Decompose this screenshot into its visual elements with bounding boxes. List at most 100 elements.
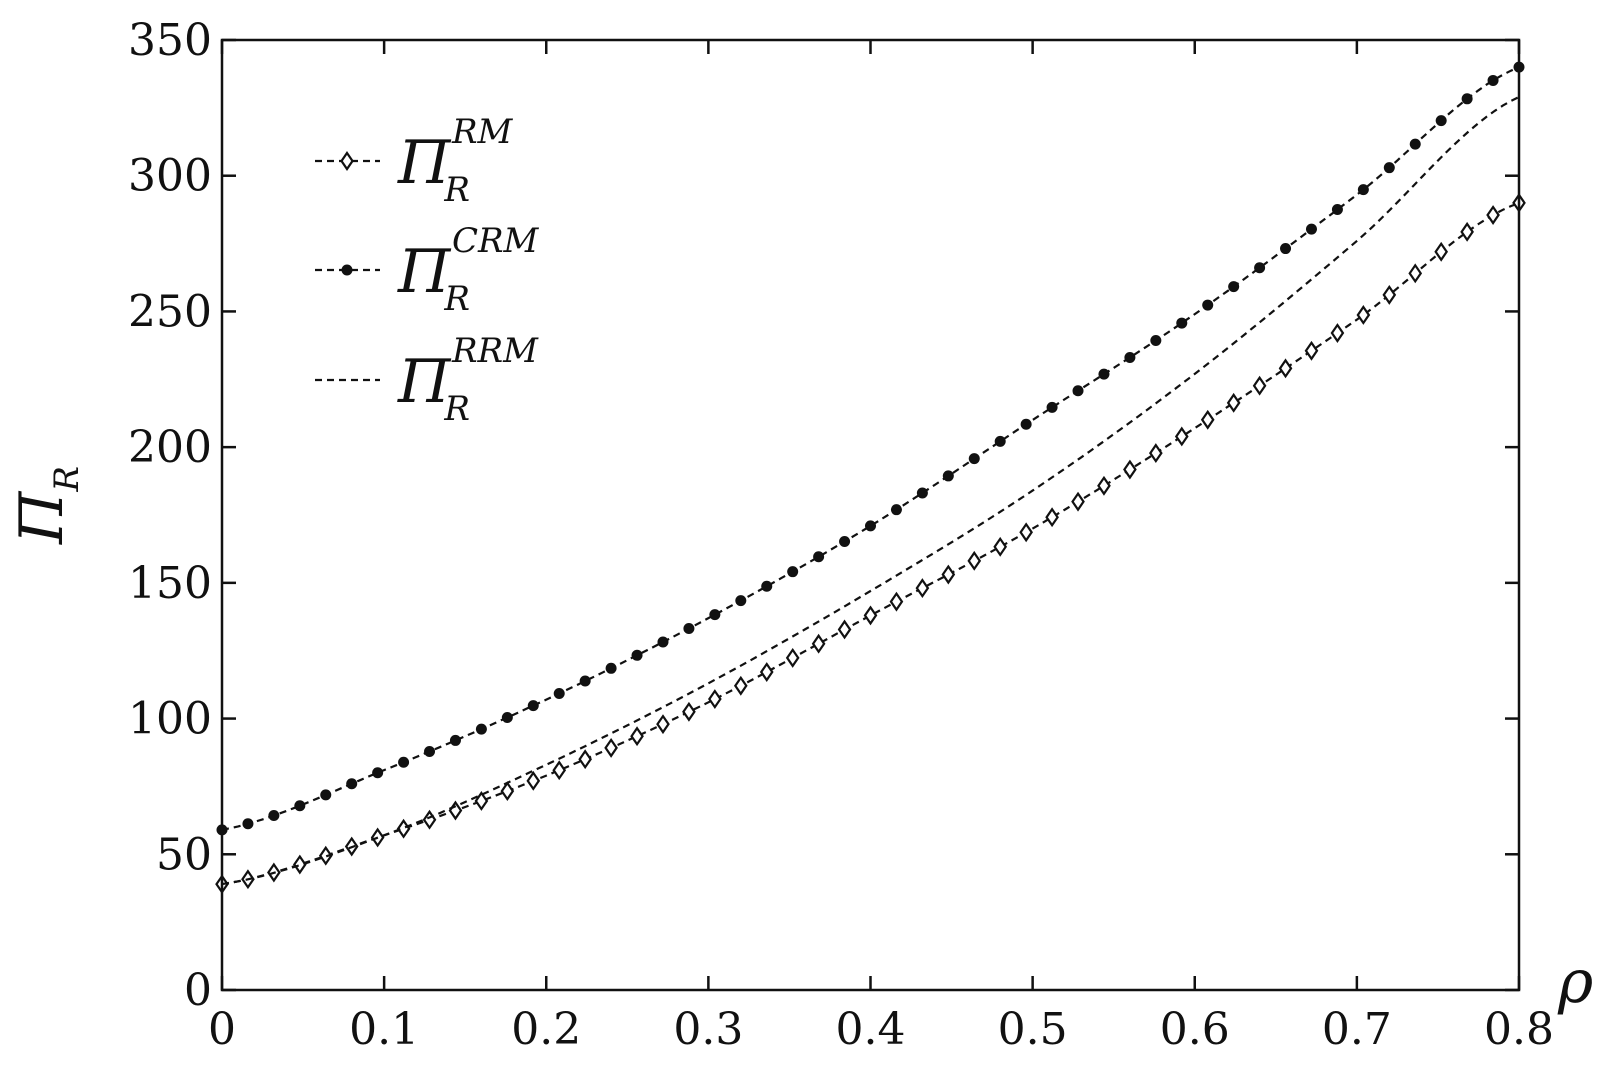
legend-label: ΠRCRM xyxy=(397,221,540,319)
x-tick-label: 0 xyxy=(208,1004,236,1055)
data-point-dot xyxy=(1357,184,1369,196)
data-point-diamond xyxy=(1226,392,1241,413)
data-point-dot xyxy=(1435,115,1447,127)
data-point-diamond xyxy=(1097,475,1111,496)
data-point-diamond xyxy=(1252,375,1267,396)
data-point-dot xyxy=(294,800,306,812)
y-tick-label: 300 xyxy=(128,151,212,202)
data-point-diamond xyxy=(448,800,463,821)
data-point-diamond xyxy=(733,675,748,696)
data-point-diamond xyxy=(1123,459,1137,480)
legend-label: ΠRRM xyxy=(397,112,514,210)
y-tick-label: 50 xyxy=(156,829,212,880)
x-tick-label: 0.2 xyxy=(511,1004,581,1055)
x-tick-label: 0.8 xyxy=(1484,1004,1554,1055)
y-tick-label: 200 xyxy=(128,422,212,473)
data-point-dot xyxy=(1487,74,1499,86)
data-point-diamond xyxy=(1200,409,1215,430)
data-point-diamond xyxy=(863,605,878,626)
data-point-dot xyxy=(1409,138,1421,150)
data-point-diamond xyxy=(1486,205,1500,225)
data-point-dot xyxy=(942,470,954,482)
legend-item: ΠRRM xyxy=(315,112,514,210)
data-point-diamond xyxy=(759,662,774,682)
x-tick-label: 0.1 xyxy=(349,1004,419,1055)
data-point-dot xyxy=(865,520,876,532)
data-point-diamond xyxy=(422,809,437,830)
data-point-diamond xyxy=(1356,305,1371,325)
data-point-diamond xyxy=(785,647,800,668)
data-point-dot xyxy=(994,435,1006,447)
data-point-dot xyxy=(1046,401,1058,413)
data-point-diamond xyxy=(1071,491,1085,512)
data-point-diamond xyxy=(1149,443,1163,464)
data-point-diamond xyxy=(474,791,489,811)
series-rm xyxy=(215,192,1526,895)
data-point-dot xyxy=(1305,223,1317,235)
data-point-dot xyxy=(761,580,773,592)
data-point-dot xyxy=(605,662,617,674)
x-axis-label: ρ xyxy=(1557,947,1593,1017)
series-crm xyxy=(216,61,1525,836)
y-tick-label: 350 xyxy=(128,15,212,66)
data-point-dot xyxy=(579,675,591,687)
y-tick-label: 250 xyxy=(128,286,212,337)
data-point-dot xyxy=(527,700,539,712)
plot-marks xyxy=(215,61,1526,895)
data-point-diamond xyxy=(1434,241,1449,262)
data-point-diamond xyxy=(604,737,618,758)
legend: ΠRRM ΠRCRM ΠRRRM xyxy=(315,112,540,429)
data-point-dot xyxy=(1176,317,1188,329)
data-point-dot xyxy=(475,723,487,735)
data-point-dot xyxy=(709,609,721,621)
legend-label: ΠRRRM xyxy=(397,331,539,429)
series-line xyxy=(221,96,1520,886)
data-point-diamond xyxy=(1174,426,1189,447)
data-point-diamond xyxy=(630,726,644,747)
data-point-dot xyxy=(916,487,928,499)
data-point-dot xyxy=(449,734,461,746)
data-point-diamond xyxy=(318,845,333,866)
data-point-dot xyxy=(1124,351,1136,363)
series-line xyxy=(221,66,1520,831)
data-point-diamond xyxy=(1019,522,1033,543)
legend-item: ΠRRRM xyxy=(315,331,539,429)
data-point-dot xyxy=(553,687,565,699)
data-point-dot xyxy=(320,789,332,801)
data-point-diamond xyxy=(967,550,982,571)
y-tick-label: 150 xyxy=(128,558,212,609)
data-point-dot xyxy=(1280,243,1292,255)
data-point-dot xyxy=(501,711,513,723)
x-tick-label: 0.3 xyxy=(673,1004,743,1055)
x-tick-label: 0.4 xyxy=(836,1004,906,1055)
data-point-diamond xyxy=(811,633,826,654)
data-point-dot xyxy=(398,756,410,768)
data-point-dot xyxy=(1228,281,1240,293)
data-point-dot xyxy=(1098,368,1110,380)
data-point-diamond xyxy=(1408,263,1423,284)
data-point-diamond xyxy=(1045,507,1059,528)
data-point-diamond xyxy=(889,591,904,612)
data-point-dot xyxy=(372,767,384,779)
x-tick-label: 0.6 xyxy=(1160,1004,1230,1055)
data-point-dot xyxy=(1072,385,1084,397)
data-point-dot xyxy=(1202,299,1214,311)
data-point-diamond xyxy=(656,714,670,735)
data-point-diamond xyxy=(837,619,852,640)
data-point-dot xyxy=(1461,93,1473,105)
data-point-dot xyxy=(1150,334,1162,346)
data-point-dot xyxy=(813,551,825,563)
data-point-diamond xyxy=(915,578,930,599)
data-point-diamond xyxy=(708,689,722,710)
x-tick-label: 0.7 xyxy=(1322,1004,1392,1055)
data-point-dot xyxy=(1331,204,1343,216)
data-point-dot xyxy=(683,622,695,634)
data-point-dot xyxy=(735,595,747,607)
data-point-diamond xyxy=(1382,284,1397,305)
data-point-diamond xyxy=(1278,358,1293,379)
data-point-dot xyxy=(890,504,902,516)
data-point-diamond xyxy=(1460,221,1474,242)
data-point-dot xyxy=(968,453,980,465)
y-ticks: 0 50 100 150 200 250 300 350 xyxy=(128,15,1519,1016)
